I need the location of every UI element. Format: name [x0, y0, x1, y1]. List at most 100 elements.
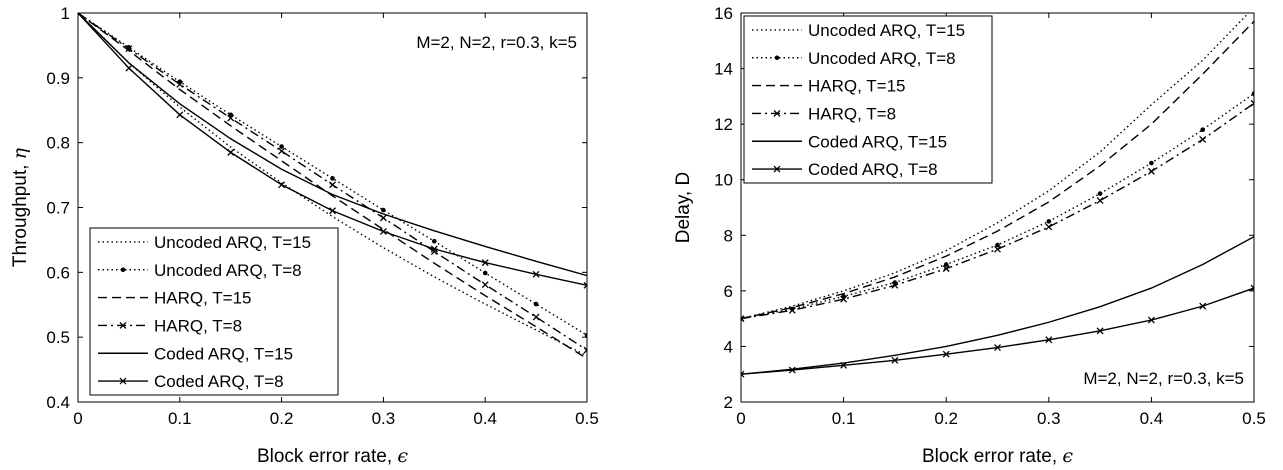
- throughput-data-point: [176, 80, 184, 88]
- throughput-data-point: [228, 112, 233, 118]
- throughput-ticks: 0 0.1 0.2 0.3 0.4 0.5 0.4 0.5 0.6 0.7 0.8 0.9 1: [46, 4, 598, 428]
- delay-series-line: [741, 236, 1254, 375]
- throughput-y-tick-label: 0.9: [46, 69, 70, 88]
- throughput-data-point: [278, 147, 286, 155]
- throughput-data-point: [533, 301, 539, 307]
- delay-data-point: [1250, 284, 1254, 292]
- delay-legend-label: HARQ, T=15: [808, 77, 905, 96]
- throughput-legend-label: Coded ARQ, T=8: [154, 372, 284, 391]
- delay-x-axis-label: Block error rate, ϵ: [922, 445, 1073, 467]
- throughput-y-tick-label: 0.8: [46, 134, 70, 153]
- delay-legend-label: Coded ARQ, T=8: [808, 160, 938, 179]
- delay-series-group: [741, 13, 1254, 378]
- delay-data-point: [942, 350, 950, 358]
- throughput-legend-label: Coded ARQ, T=15: [154, 344, 293, 363]
- throughput-y-tick-label: 0.6: [46, 263, 70, 282]
- throughput-data-point: [583, 346, 587, 354]
- delay-data-point: [995, 242, 1000, 248]
- throughput-data-point: [78, 13, 82, 17]
- delay-x-tick-label: 0.4: [1140, 409, 1164, 428]
- delay-data-point: [1045, 223, 1053, 231]
- throughput-data-point: [125, 64, 133, 72]
- delay-series-6: [741, 284, 1254, 378]
- throughput-data-point: [379, 228, 387, 235]
- delay-y-tick-label: 6: [724, 282, 733, 301]
- delay-data-point: [1250, 99, 1254, 107]
- throughput-data-point: [481, 281, 489, 289]
- throughput-series-group: [78, 13, 587, 360]
- delay-annotation: M=2, N=2, r=0.3, k=5: [1083, 369, 1244, 388]
- delay-data-point: [741, 315, 745, 323]
- throughput-data-point: [583, 281, 587, 289]
- delay-legend-label: Uncoded ARQ, T=8: [808, 49, 956, 68]
- delay-y-tick-label: 10: [714, 171, 733, 190]
- throughput-legend-label: HARQ, T=15: [154, 289, 251, 308]
- delay-data-point: [788, 366, 796, 374]
- throughput-chart: 0 0.1 0.2 0.3 0.4 0.5 0.4 0.5 0.6 0.7 0.8 0.9 1 M=2,…: [9, 4, 599, 467]
- delay-data-point: [741, 370, 745, 378]
- delay-legend-item: HARQ, T=15: [752, 77, 905, 96]
- delay-legend-item: Coded ARQ, T=15: [752, 132, 947, 151]
- throughput-legend-marker: [119, 377, 127, 385]
- throughput-legend-label: Uncoded ARQ, T=15: [154, 233, 311, 252]
- delay-x-tick-label: 0.2: [934, 409, 958, 428]
- delay-chart: 0 0.1 0.2 0.3 0.4 0.5 2 4 6 8 10 12 14 16 M=2, N=2, r…: [673, 4, 1266, 467]
- delay-legend-marker: [773, 109, 781, 117]
- throughput-data-point: [330, 176, 335, 181]
- delay-data-point: [994, 344, 1001, 351]
- delay-y-tick-label: 16: [714, 4, 733, 23]
- throughput-data-point: [176, 111, 184, 119]
- throughput-series-4: [78, 13, 587, 354]
- delay-legend-item: HARQ, T=8: [752, 104, 896, 123]
- delay-legend-label: Uncoded ARQ, T=15: [808, 21, 965, 40]
- delay-data-point: [994, 245, 1001, 253]
- throughput-data-point: [432, 238, 437, 244]
- throughput-data-point: [532, 313, 540, 321]
- delay-data-point: [840, 295, 848, 303]
- throughput-legend-item: HARQ, T=15: [98, 289, 251, 308]
- delay-series-line: [741, 20, 1254, 320]
- delay-plot-frame: [740, 12, 1255, 403]
- delay-legend-item: Uncoded ARQ, T=15: [752, 21, 965, 40]
- throughput-legend-marker: [119, 321, 127, 329]
- delay-data-point: [788, 306, 796, 314]
- delay-data-point: [1149, 160, 1154, 166]
- delay-y-axis-label: Delay, D: [673, 172, 694, 243]
- delay-series-4: [741, 99, 1254, 323]
- throughput-x-tick-label: 0.2: [270, 409, 294, 428]
- delay-data-point: [1200, 127, 1205, 132]
- delay-data-point: [891, 356, 899, 364]
- delay-data-point: [1096, 197, 1104, 205]
- throughput-y-tick-label: 0.4: [46, 393, 70, 412]
- throughput-data-point: [278, 181, 286, 189]
- throughput-y-axis-label: Throughput, η: [9, 147, 31, 267]
- throughput-data-point: [279, 144, 284, 149]
- throughput-series-line: [78, 13, 587, 360]
- throughput-series-2: [78, 13, 587, 338]
- delay-series-3: [741, 20, 1254, 320]
- throughput-legend: Uncoded ARQ, T=15 Uncoded ARQ, T=8 HARQ, T…: [89, 227, 339, 396]
- throughput-data-point: [430, 245, 438, 253]
- delay-legend: Uncoded ARQ, T=15 Uncoded ARQ, T=8 HARQ, T…: [743, 15, 993, 184]
- throughput-y-tick-label: 0.5: [46, 328, 70, 347]
- throughput-legend-item: HARQ, T=8: [98, 316, 242, 335]
- throughput-legend-item: Coded ARQ, T=15: [98, 344, 293, 363]
- throughput-x-tick-label: 0: [73, 409, 82, 428]
- throughput-x-tick-label: 0.3: [372, 409, 396, 428]
- delay-data-point: [1046, 219, 1052, 224]
- delay-y-tick-label: 8: [724, 226, 733, 245]
- delay-y-tick-label: 12: [714, 115, 733, 134]
- throughput-data-point: [532, 270, 540, 278]
- delay-legend-label: HARQ, T=8: [808, 104, 896, 123]
- throughput-series-3: [78, 13, 587, 360]
- delay-data-point: [942, 265, 950, 273]
- delay-legend-marker: [773, 165, 781, 173]
- delay-series-1: [741, 13, 1250, 320]
- delay-ticks: 0 0.1 0.2 0.3 0.4 0.5 2 4 6 8 10 12 14 16: [714, 4, 1266, 428]
- delay-x-tick-label: 0.3: [1037, 409, 1061, 428]
- delay-x-tick-label: 0: [736, 409, 745, 428]
- throughput-data-point: [227, 114, 235, 122]
- throughput-legend-label: HARQ, T=8: [154, 316, 242, 335]
- delay-legend-marker: [774, 55, 780, 61]
